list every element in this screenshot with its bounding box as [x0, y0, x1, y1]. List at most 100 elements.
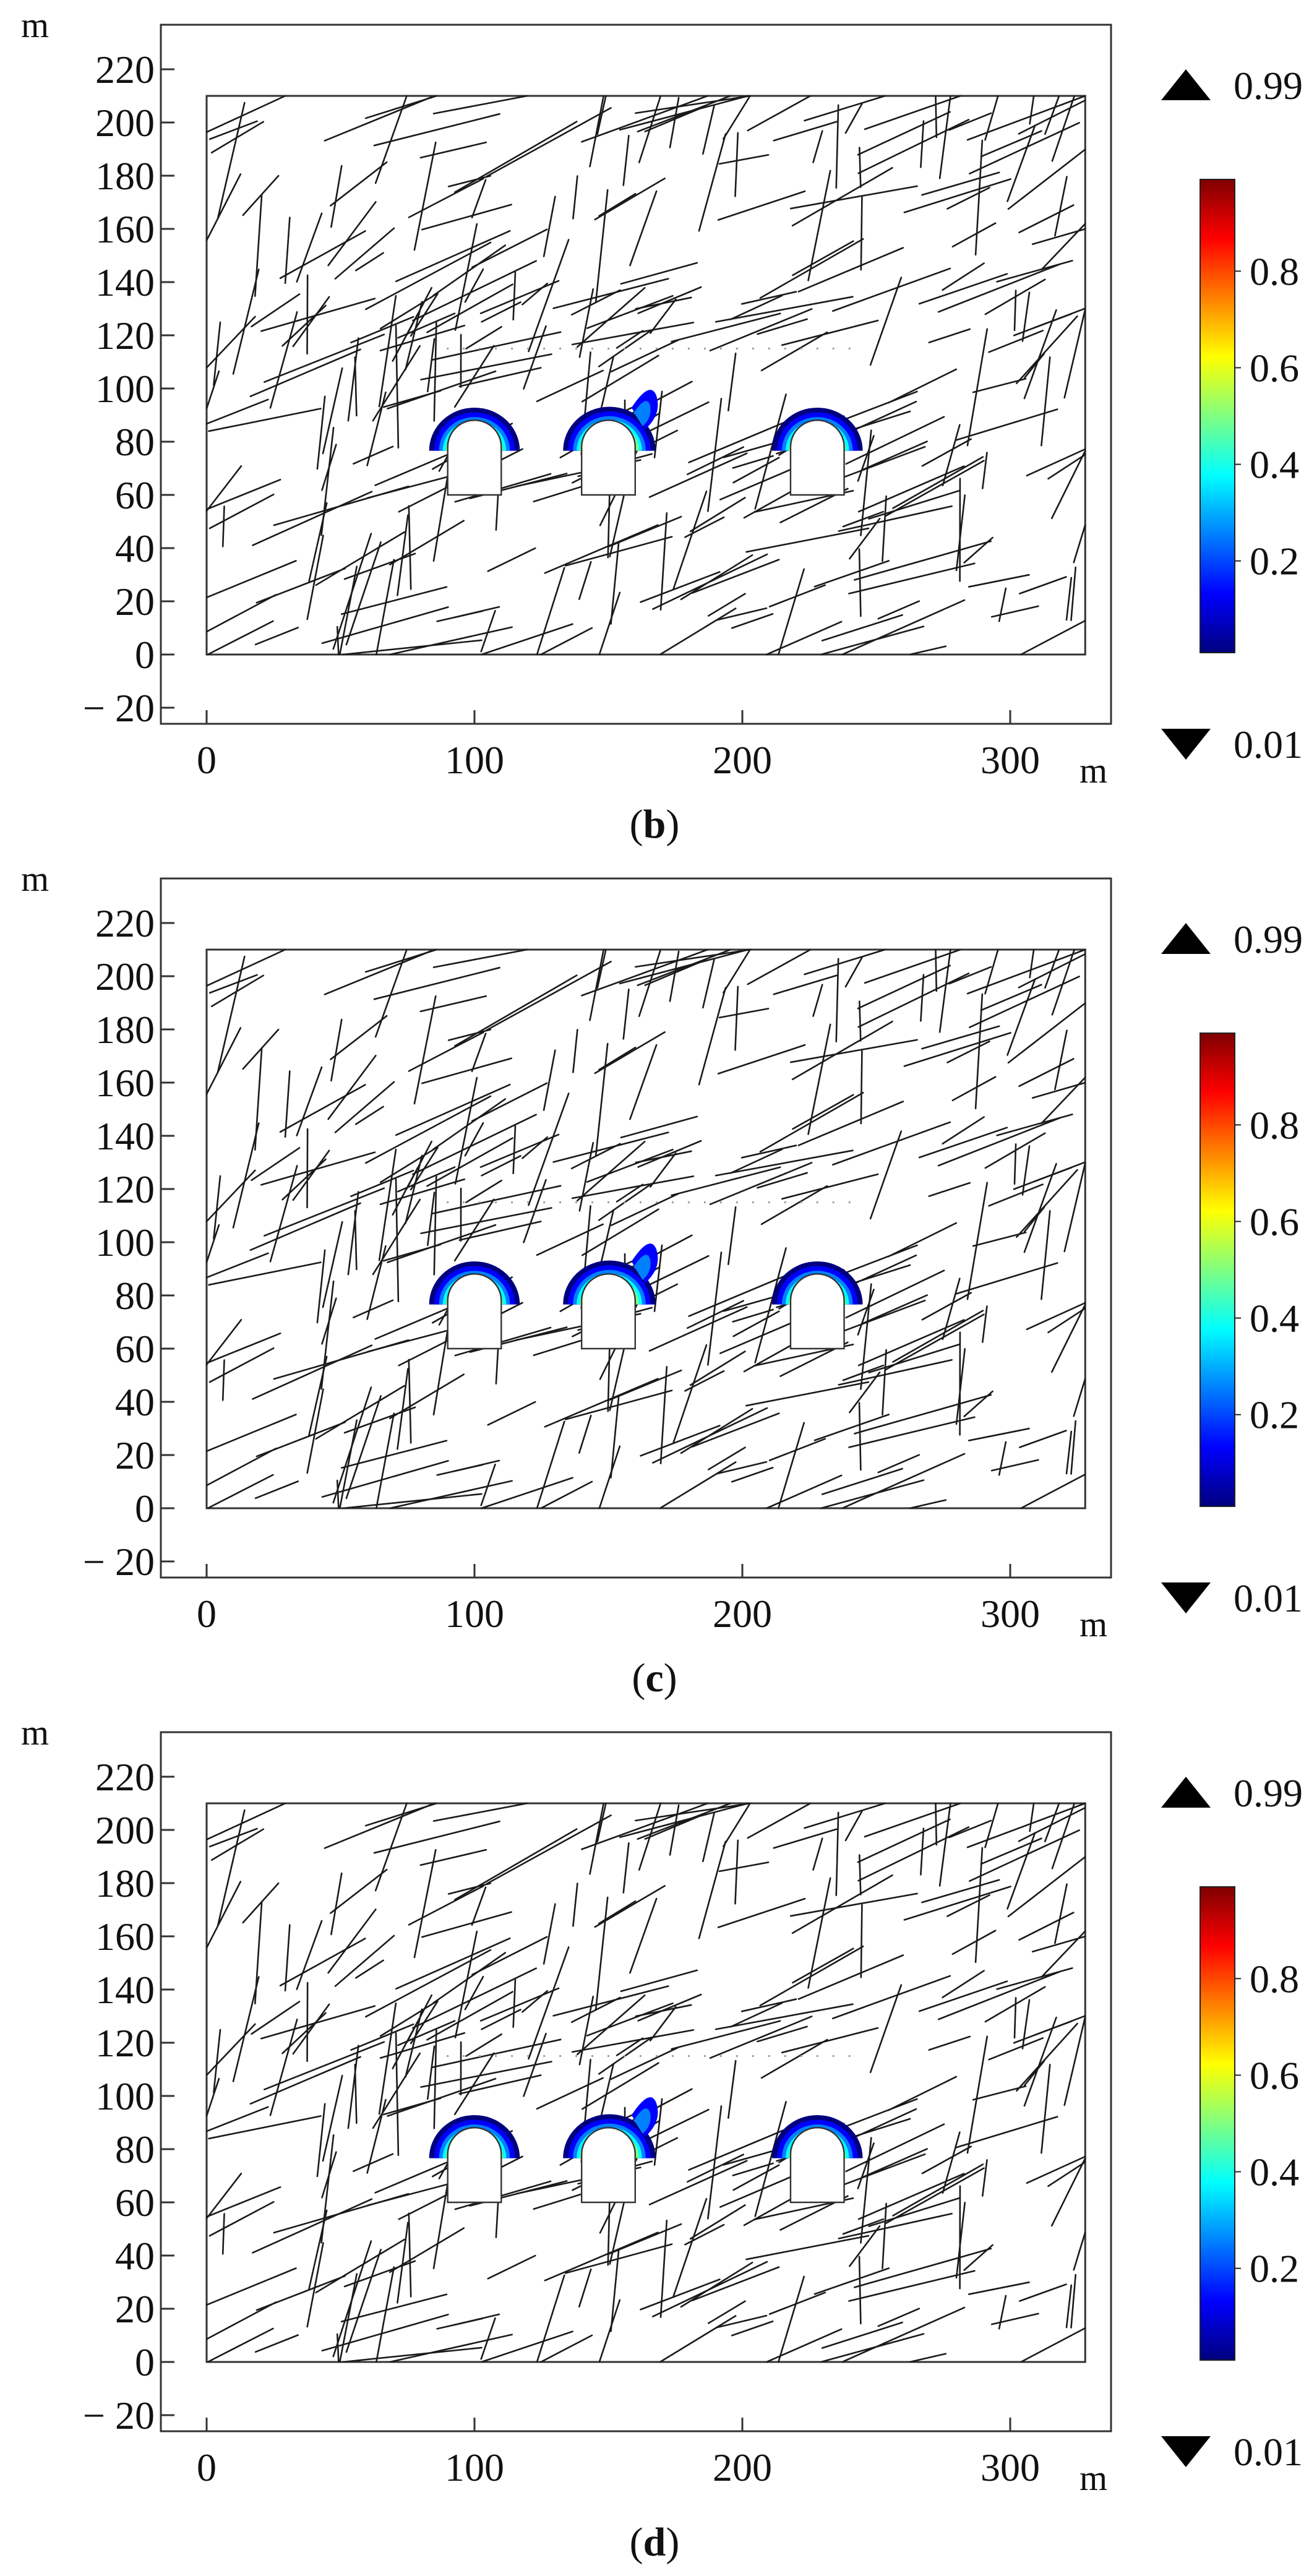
fracture-line — [858, 1402, 862, 1471]
damage-zone-band — [434, 2119, 515, 2158]
fracture-line — [264, 1187, 385, 1237]
reference-dot — [495, 2054, 497, 2058]
fracture-line — [1016, 315, 1078, 384]
fracture-line — [379, 2032, 466, 2059]
fracture-line — [862, 2148, 928, 2178]
fracture-line — [920, 120, 925, 168]
fracture-line — [842, 510, 885, 528]
fracture-line — [838, 505, 953, 532]
fracture-line — [1065, 2284, 1073, 2329]
fracture-line — [691, 2266, 780, 2301]
fracture-line — [781, 1173, 879, 1200]
y-tick-label: 140 — [95, 260, 155, 304]
colorbar — [1200, 1886, 1235, 2361]
fracture-line — [1044, 95, 1060, 135]
colorbar-tick-label: 0.8 — [1250, 1103, 1299, 1147]
fracture-line — [877, 1454, 921, 1474]
reference-dot — [527, 1201, 530, 1204]
fracture-line — [791, 1874, 893, 1934]
fracture-line — [757, 1172, 808, 1189]
fracture-line — [937, 1970, 1061, 2020]
fracture-line — [454, 223, 478, 331]
fracture-line — [598, 2299, 621, 2363]
fracture-line — [426, 338, 436, 393]
fracture-line — [1073, 524, 1086, 564]
fracture-line — [715, 607, 768, 621]
fracture-line — [622, 1842, 630, 1894]
x-tick-label: 0 — [197, 1592, 217, 1636]
fracture-line — [249, 348, 361, 398]
x-tick-label: 200 — [713, 1592, 772, 1636]
fracture-line — [1070, 2273, 1077, 2329]
fracture-line — [1031, 1081, 1086, 1099]
fracture-line — [1041, 2064, 1051, 2154]
max-triangle-icon — [1161, 69, 1211, 100]
fracture-line — [857, 119, 970, 174]
damage-zone-band — [439, 1271, 510, 1305]
fracture-line — [365, 1095, 492, 1164]
fracture-line — [543, 195, 556, 257]
fracture-line — [284, 1924, 291, 1992]
x-tick-label: 300 — [981, 2445, 1040, 2489]
fracture-line — [848, 2270, 976, 2302]
fracture-line — [336, 1479, 340, 1509]
fracture-line — [536, 369, 604, 403]
fracture-line — [281, 304, 327, 347]
fracture-line — [946, 1894, 990, 1917]
fracture-line — [807, 170, 831, 281]
fracture-line — [820, 2333, 925, 2363]
fracture-line — [637, 286, 702, 314]
damage-zone-band — [771, 2114, 863, 2158]
fracture-line — [432, 1802, 528, 1822]
fracture-line — [884, 460, 985, 517]
fracture-line — [909, 1499, 947, 1509]
fracture-line — [251, 1147, 301, 1182]
fracture-line — [671, 312, 781, 343]
fracture-line — [205, 370, 220, 410]
fracture-line — [571, 322, 695, 346]
reference-dot — [559, 1201, 562, 1204]
fracture-network — [205, 1802, 1086, 2363]
fracture-line — [221, 1359, 225, 1401]
fracture-line — [552, 1985, 669, 2017]
colorbar-tick-label: 0.8 — [1250, 1957, 1299, 2001]
fracture-line — [589, 95, 605, 168]
fracture-line — [378, 1148, 397, 1261]
fracture-line — [1054, 1883, 1068, 1944]
fracture-line — [486, 1814, 612, 1885]
fracture-line — [821, 614, 903, 642]
fracture-line — [841, 1299, 926, 1333]
fracture-line — [938, 948, 951, 1033]
fracture-line — [1047, 2161, 1086, 2187]
fracture-line — [255, 2275, 346, 2311]
fracture-line — [408, 1031, 484, 1072]
tunnel-outline — [447, 419, 502, 496]
fracture-line — [652, 553, 768, 610]
reference-dot — [559, 2054, 562, 2058]
fracture-line — [576, 1994, 646, 2056]
fracture-line — [341, 2346, 483, 2363]
fracture-line — [652, 1407, 768, 1464]
fracture-line — [948, 1819, 992, 1839]
fracture-line — [844, 103, 863, 134]
fracture-line — [260, 1151, 376, 1186]
reference-dot — [447, 2054, 449, 2058]
fracture-line — [207, 1474, 274, 1509]
fracture-line — [903, 178, 1011, 213]
fracture-line — [732, 2164, 780, 2191]
reference-dot — [816, 1201, 818, 1204]
fracture-line — [963, 2244, 994, 2271]
fracture-line — [1006, 978, 1036, 1056]
fracture-line — [306, 535, 324, 620]
fracture-line — [471, 1082, 548, 1122]
fracture-line — [486, 107, 612, 178]
y-tick-label: 220 — [95, 48, 155, 92]
fracture-line — [1050, 2157, 1086, 2227]
fracture-line — [598, 1445, 621, 1509]
fracture-line — [330, 161, 388, 207]
fracture-line — [773, 974, 838, 995]
fracture-line — [512, 1125, 517, 1174]
max-triangle-icon — [1161, 923, 1211, 954]
fracture-line — [330, 165, 343, 228]
fracture-line — [648, 2108, 710, 2140]
